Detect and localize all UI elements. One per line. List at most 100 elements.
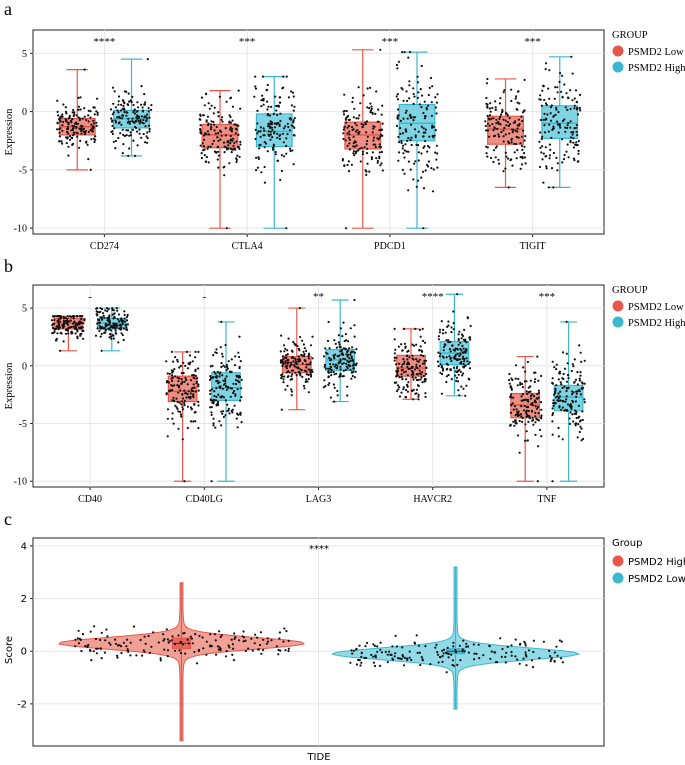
data-point	[366, 147, 369, 150]
data-point	[177, 385, 180, 389]
data-point	[345, 121, 348, 124]
data-point	[556, 91, 559, 94]
data-point	[416, 75, 419, 78]
data-point	[99, 647, 102, 650]
data-point	[558, 395, 562, 398]
data-point	[228, 121, 231, 124]
data-point	[93, 625, 96, 628]
data-point	[472, 643, 475, 646]
data-point	[366, 87, 369, 90]
data-point	[144, 101, 147, 104]
data-point	[258, 147, 261, 150]
data-point	[571, 393, 574, 396]
data-point	[555, 396, 558, 399]
data-point	[539, 428, 542, 431]
data-point	[342, 321, 345, 324]
data-point	[100, 349, 103, 352]
data-point	[324, 347, 327, 350]
data-point	[79, 139, 82, 142]
data-point	[400, 376, 403, 379]
data-point	[342, 128, 345, 131]
data-point	[380, 651, 383, 654]
data-point	[518, 662, 521, 665]
data-point	[202, 647, 205, 650]
data-point	[142, 118, 145, 122]
data-point	[406, 365, 409, 368]
data-point	[419, 88, 422, 91]
data-point	[269, 130, 272, 133]
data-point	[498, 102, 501, 105]
data-point	[198, 634, 201, 638]
data-point	[217, 111, 220, 114]
data-point	[112, 337, 115, 340]
data-point	[416, 81, 420, 84]
data-point	[112, 111, 115, 114]
data-point	[172, 422, 175, 425]
data-point	[536, 397, 539, 400]
data-point	[462, 347, 465, 350]
data-point	[445, 356, 448, 359]
data-point	[58, 131, 61, 134]
data-point	[440, 365, 444, 368]
data-point	[143, 103, 146, 106]
data-point	[346, 350, 349, 354]
data-point	[401, 349, 404, 352]
data-point	[150, 104, 153, 107]
data-point	[220, 424, 223, 427]
data-point	[51, 326, 55, 330]
data-point	[462, 372, 465, 375]
data-point	[448, 355, 451, 358]
significance-label: -	[88, 291, 92, 303]
panel-b-grid	[33, 285, 604, 487]
data-point	[216, 145, 220, 148]
data-point	[180, 378, 183, 381]
data-point	[242, 640, 245, 643]
data-point	[208, 378, 212, 381]
data-point	[62, 322, 66, 325]
data-point	[369, 109, 372, 112]
data-point	[328, 347, 331, 350]
data-point	[518, 122, 521, 126]
data-point	[94, 637, 98, 641]
data-point	[322, 355, 326, 358]
data-point	[413, 128, 417, 131]
data-point	[566, 143, 569, 146]
data-point	[519, 413, 523, 416]
data-point	[507, 186, 510, 189]
data-point	[214, 351, 217, 354]
data-point	[350, 371, 354, 374]
data-point	[522, 657, 525, 660]
data-point	[341, 352, 344, 355]
data-point	[347, 340, 350, 343]
data-point	[461, 374, 464, 377]
data-point	[405, 109, 408, 112]
data-point	[237, 89, 240, 92]
data-point	[171, 417, 174, 420]
data-point	[559, 390, 562, 393]
data-point	[347, 363, 350, 367]
data-point	[459, 347, 462, 351]
data-point	[106, 307, 109, 310]
data-point	[355, 362, 358, 365]
data-point	[55, 325, 58, 328]
data-point	[111, 124, 114, 127]
data-point	[558, 370, 562, 373]
data-point	[408, 650, 411, 653]
data-point	[114, 329, 117, 332]
data-point	[192, 386, 195, 389]
data-point	[122, 100, 125, 103]
data-point	[441, 660, 444, 664]
data-point	[424, 392, 427, 395]
data-point	[348, 133, 351, 136]
data-point	[350, 377, 353, 380]
data-point	[93, 113, 96, 116]
data-point	[421, 327, 424, 330]
data-point	[577, 404, 581, 407]
data-point	[138, 132, 141, 135]
data-point	[110, 335, 113, 338]
data-point	[219, 395, 222, 398]
data-point	[78, 146, 81, 149]
data-point	[417, 398, 420, 401]
data-point	[578, 379, 582, 382]
data-point	[278, 137, 281, 140]
